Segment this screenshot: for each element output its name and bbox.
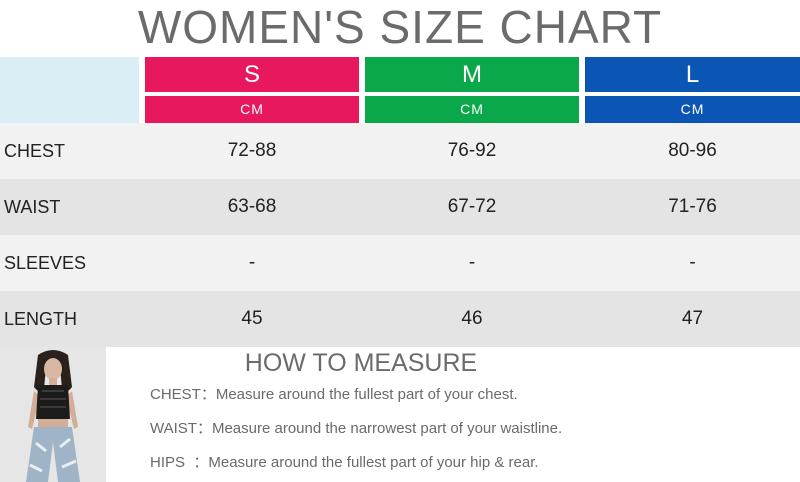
table-row-chest: CHEST 72-88 76-92 80-96	[0, 123, 800, 179]
cell-l: 47	[681, 308, 704, 329]
table-row-sleeves: SLEEVES - - -	[0, 235, 800, 291]
table-row-length: LENGTH 45 46 47	[0, 291, 800, 347]
cell-s: -	[248, 252, 256, 273]
row-label: CHEST	[4, 141, 66, 161]
measure-key: CHEST：	[150, 386, 216, 403]
measure-waist: WAIST：Measure around the narrowest part …	[150, 417, 562, 441]
measure-text: Measure around the fullest part of your …	[215, 386, 518, 403]
model-illustration	[0, 347, 106, 482]
cell-l: -	[689, 252, 696, 273]
cell-m: 76-92	[447, 140, 497, 161]
row-label: LENGTH	[4, 309, 78, 329]
model-photo	[0, 347, 106, 482]
measure-key: HIPS ：	[150, 454, 209, 471]
measure-key: WAIST：	[150, 420, 212, 437]
measure-text: Measure around the narrowest part of you…	[211, 420, 563, 437]
size-header-l: L	[585, 57, 800, 92]
cell-l: 71-76	[668, 196, 717, 217]
size-header-s: S	[145, 57, 359, 92]
how-to-measure-title: HOW TO MEASURE	[244, 349, 478, 377]
cell-m: -	[468, 252, 476, 273]
measure-text: Measure around the fullest part of your …	[208, 454, 539, 471]
size-header-m: M	[365, 57, 579, 92]
measure-hips: HIPS ：Measure around the fullest part of…	[150, 451, 539, 475]
unit-header-s: CM	[145, 96, 359, 123]
measure-chest: CHEST：Measure around the fullest part of…	[150, 383, 518, 407]
cell-m: 67-72	[447, 196, 497, 217]
row-label: WAIST	[4, 197, 61, 217]
row-label: SLEEVES	[4, 253, 87, 273]
cell-l: 80-96	[668, 140, 717, 161]
unit-header-m: CM	[365, 96, 579, 123]
cell-s: 72-88	[227, 140, 277, 161]
cell-s: 45	[241, 308, 263, 329]
cell-m: 46	[461, 308, 483, 329]
cell-s: 63-68	[227, 196, 277, 217]
header-corner	[0, 57, 139, 123]
table-row-waist: WAIST 63-68 67-72 71-76	[0, 179, 800, 235]
unit-header-l: CM	[585, 96, 800, 123]
page-title: WOMEN'S SIZE CHART	[137, 1, 663, 53]
